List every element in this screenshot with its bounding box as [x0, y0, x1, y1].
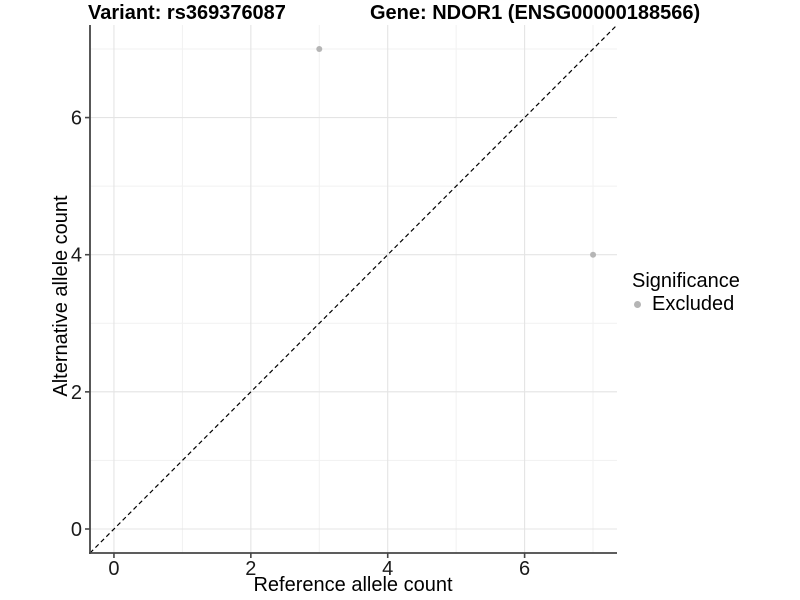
legend: Significance Excluded [632, 270, 740, 315]
gene-title: Gene: NDOR1 (ENSG00000188566) [370, 2, 701, 24]
x-tick-label: 0 [108, 558, 119, 580]
legend-title: Significance [632, 270, 740, 292]
excluded-point-swatch-icon [634, 300, 641, 308]
x-axis-title: Reference allele count [253, 574, 453, 596]
y-axis-title: Alternative allele count [50, 195, 72, 397]
y-tick-label: 4 [71, 245, 82, 267]
y-tick-label: 2 [71, 382, 82, 404]
y-tick-label: 6 [71, 108, 82, 130]
x-tick-label: 2 [245, 558, 256, 580]
y-tick-label: 0 [71, 519, 82, 541]
data-point [590, 251, 597, 258]
legend-item-excluded: Excluded [634, 293, 740, 315]
identity-dashed-line [89, 24, 618, 554]
data-point [316, 46, 323, 52]
x-tick-label: 4 [382, 558, 393, 580]
x-tick-label: 6 [519, 558, 530, 580]
variant-title: Variant: rs369376087 [88, 2, 286, 24]
legend-item-label: Excluded [652, 293, 735, 315]
